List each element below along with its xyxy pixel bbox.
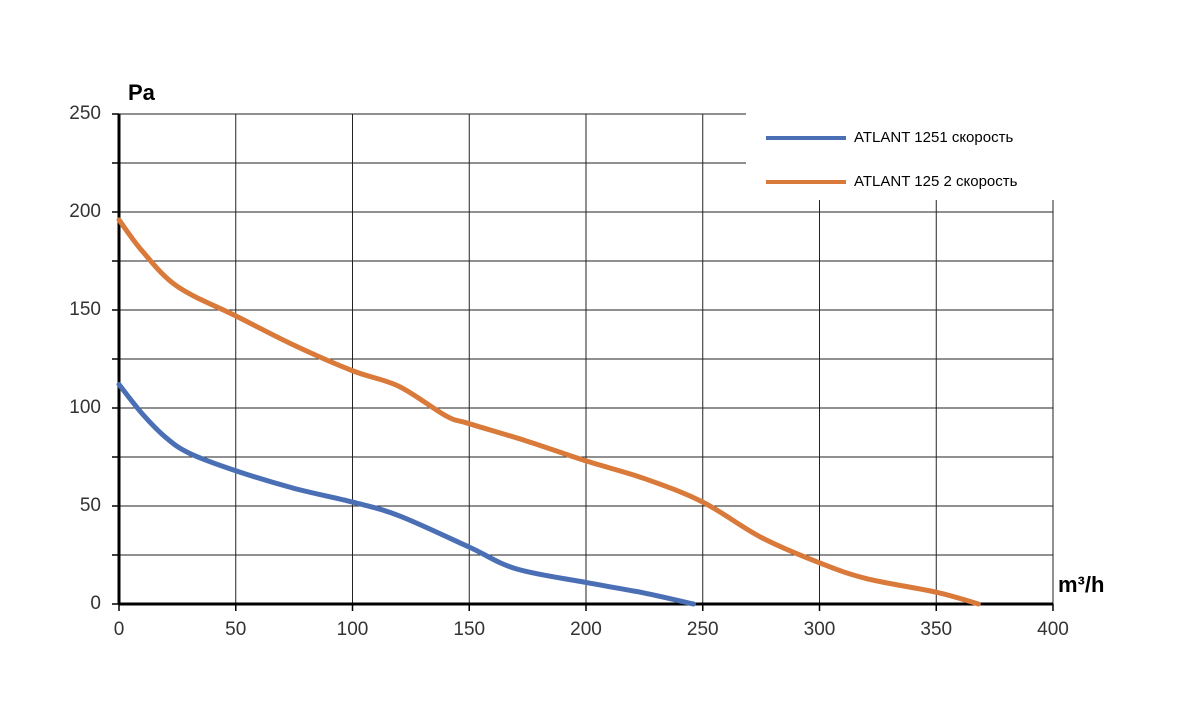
y-tick-label: 200: [69, 201, 101, 222]
line-series: [116, 217, 981, 607]
legend-box: [746, 112, 1055, 200]
line-series: [116, 381, 696, 607]
y-tick-label: 250: [69, 103, 101, 124]
x-tick-label: 350: [920, 619, 952, 640]
x-axis-label: m³/h: [1058, 572, 1104, 597]
x-tick-label: 400: [1037, 619, 1069, 640]
legend-label: ATLANT 1251 скорость: [854, 129, 1013, 146]
y-tick-label: 150: [69, 299, 101, 320]
x-tick-label: 250: [687, 619, 719, 640]
x-tick-label: 200: [570, 619, 602, 640]
y-axis-label: Pa: [128, 80, 156, 105]
x-tick-label: 100: [337, 619, 369, 640]
x-tick-label: 50: [225, 619, 246, 640]
legend-label: ATLANT 125 2 скорость: [854, 173, 1018, 190]
x-tick-label: 0: [114, 619, 125, 640]
x-tick-label: 300: [804, 619, 836, 640]
x-tick-label: 150: [453, 619, 485, 640]
y-tick-label: 0: [90, 593, 101, 614]
y-tick-label: 50: [80, 495, 101, 516]
y-tick-label: 100: [69, 397, 101, 418]
